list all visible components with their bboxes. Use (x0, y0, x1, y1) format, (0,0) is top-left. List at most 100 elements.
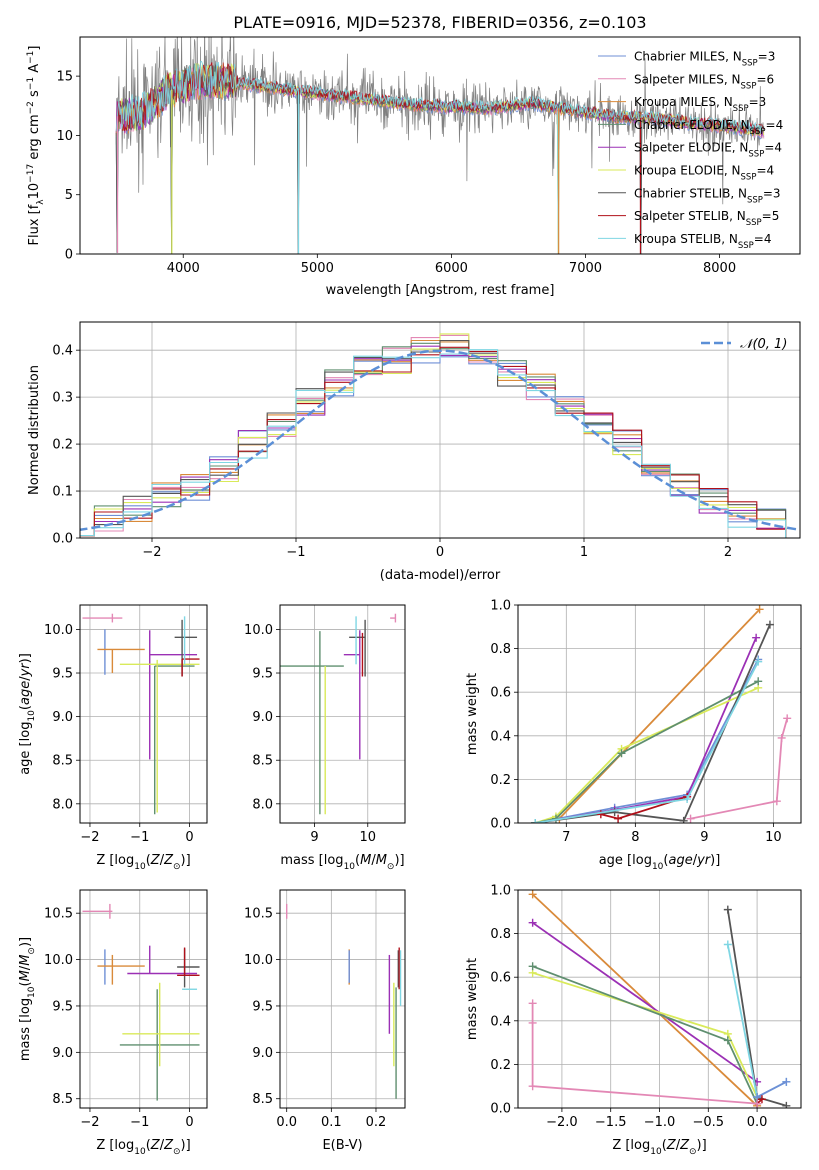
plot-area-spectrum (115, 37, 765, 254)
residual-histogram (80, 334, 787, 538)
label-part: Flux [f (27, 204, 42, 245)
label-part: Z (150, 853, 161, 868)
label-part: )] (181, 1138, 191, 1153)
label-part: Z (163, 1138, 174, 1153)
label-part: ( (18, 981, 33, 986)
legend-n-sub: SSP (746, 218, 762, 228)
label-part: −1 (26, 51, 36, 64)
legend-n-value: =3 (758, 50, 776, 64)
legend-n-sub: SSP (747, 195, 763, 205)
label-part: age (668, 853, 692, 868)
y-tick-label: 0.3 (52, 391, 73, 406)
legend-label: Kroupa ELODIE, (634, 164, 732, 178)
y-tick-label: 10.5 (244, 907, 273, 922)
x-tick-label: 4000 (167, 261, 200, 276)
legend-n-value: =3 (763, 186, 781, 200)
legend-n: N (729, 232, 738, 246)
y-tick-label: 0.1 (52, 485, 73, 500)
x-tick-label: 0 (185, 830, 193, 845)
label-part: ( (355, 853, 360, 868)
model-spectrum (115, 60, 764, 254)
mass-weight-line (535, 659, 759, 823)
mass-weight-marker (528, 962, 537, 971)
y-tick-label: 9.0 (252, 710, 273, 725)
legend-n-sub: SSP (748, 150, 764, 160)
plot-area-age_vs_mass (280, 613, 397, 815)
mass-weight-line (535, 624, 771, 823)
label-part: Z [log (96, 1138, 134, 1153)
grid-massweight_vs_Z (518, 889, 801, 1109)
axes-frame (79, 889, 208, 1109)
mass-weight-marker (686, 814, 695, 823)
x-tick-label: 6000 (435, 261, 468, 276)
grid-mass_vs_Z (80, 890, 207, 1108)
legend-n: N (732, 164, 741, 178)
mass-weight-line (535, 608, 761, 823)
mass-weight-line (535, 686, 759, 823)
label-part: / (676, 1138, 681, 1153)
legend-label: Salpeter STELIB, (634, 209, 737, 223)
mass-weight-line (531, 1003, 758, 1105)
x-tick-label: −0.5 (693, 1115, 725, 1130)
label-part: 10 (27, 183, 42, 200)
legend-n: N (737, 209, 746, 223)
axes-frame (517, 889, 802, 1109)
label-part: ⊙ (387, 862, 395, 872)
mass-weight-line (535, 661, 759, 823)
y-tick-label: 0.4 (490, 729, 511, 744)
legend-n-value: =4 (766, 118, 784, 132)
plot-area-massweight_vs_Z (528, 890, 791, 1108)
residual-histogram (80, 356, 787, 538)
mass-weight-marker (528, 999, 537, 1008)
label-part: ( (146, 853, 151, 868)
x-tick-label: −1 (286, 545, 305, 560)
mass-weight-marker (528, 1082, 537, 1091)
label-part: mass [log (280, 853, 343, 868)
legend-entry: Chabrier MILES, NSSP=3 (634, 50, 775, 69)
residual-histogram (80, 333, 787, 538)
legend-n: N (733, 50, 742, 64)
label-part: −17 (26, 164, 36, 183)
x-tick-label: 10 (765, 830, 782, 845)
plot-area-mass_vs_EBV (285, 903, 402, 1099)
legend-n-sub: SSP (738, 241, 754, 251)
legend-entry: Chabrier ELODIE, NSSP=4 (634, 118, 783, 137)
label-part: Z (150, 1138, 161, 1153)
axes-frame (79, 321, 801, 539)
y-tick-label: 10.0 (244, 953, 273, 968)
label-part: ] (27, 46, 42, 51)
mass-weight-marker (755, 605, 764, 614)
legend-n-sub: SSP (741, 173, 757, 183)
legend-n-sub: SSP (733, 104, 749, 114)
y-tick-label: 0.6 (490, 971, 511, 986)
legend-n: N (724, 95, 733, 109)
y-tick-label: 0.2 (490, 1058, 511, 1073)
legend-label: Chabrier STELIB, (634, 186, 738, 200)
y-tick-label: 10.5 (44, 907, 73, 922)
label-part: Z (666, 1138, 677, 1153)
y-tick-label: 9.0 (252, 1046, 273, 1061)
axes-frame (79, 36, 801, 255)
mass-weight-marker (783, 714, 792, 723)
grid-age_vs_Z (80, 605, 207, 823)
legend-n-value: =6 (756, 72, 774, 86)
x-tick-label: 0.1 (321, 1115, 342, 1130)
mass-weight-marker (617, 749, 626, 758)
label-part: λ (36, 199, 46, 205)
axes-frame (79, 604, 208, 824)
y-tick-label: 0.0 (490, 817, 511, 832)
x-tick-label: 8 (631, 830, 639, 845)
x-tick-label: 0 (185, 1115, 193, 1130)
legend-n-sub: SSP (742, 59, 758, 69)
x-tick-label: 0.0 (747, 1115, 768, 1130)
label-part: 10 (652, 862, 664, 872)
y-tick-label: 8.5 (52, 1092, 73, 1107)
mass-weight-marker (757, 1095, 766, 1104)
axes-residuals: −2 −1 0 1 2 0.0 0.1 0.2 0.3 0.4 (data-model)/error… (27, 321, 801, 583)
x-tick-label: −1 (130, 1115, 149, 1130)
mass-weight-marker (679, 816, 688, 823)
x-tick-label: 5000 (301, 261, 334, 276)
y-axis-label: Normed distribution (27, 365, 42, 495)
